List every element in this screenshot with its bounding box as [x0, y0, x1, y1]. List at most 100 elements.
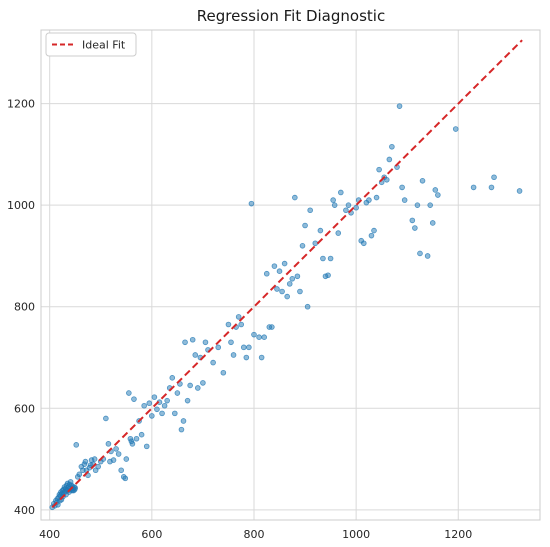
- scatter-point: [161, 402, 168, 409]
- ideal-fit-line: [51, 39, 523, 509]
- scatter-point: [331, 202, 338, 208]
- scatter-point: [261, 334, 267, 341]
- scatter-point: [386, 156, 393, 163]
- scatter-point: [368, 232, 375, 239]
- y-tick-label: 800: [14, 301, 35, 314]
- y-tick-label: 400: [14, 504, 35, 517]
- scatter-point: [281, 260, 288, 267]
- scatter-point: [366, 197, 372, 203]
- scatter-point: [129, 441, 136, 447]
- scatter-point: [274, 286, 280, 292]
- scatter-point: [263, 270, 270, 277]
- scatter-point: [76, 471, 83, 478]
- scatter-point: [73, 442, 80, 448]
- y-tick-label: 600: [14, 402, 35, 415]
- scatter-point: [269, 324, 275, 330]
- scatter-point: [146, 400, 153, 407]
- scatter-point: [172, 410, 178, 417]
- scatter-point: [220, 369, 227, 376]
- scatter-point: [409, 217, 416, 224]
- chart-title: Regression Fit Diagnostic: [197, 7, 385, 25]
- scatter-point: [228, 339, 234, 346]
- scatter-point: [238, 321, 245, 328]
- scatter-point: [417, 250, 423, 257]
- scatter-point: [110, 457, 117, 463]
- scatter-point: [113, 446, 119, 452]
- scatter-point: [103, 415, 109, 422]
- scatter-point: [279, 288, 285, 295]
- scatter-point: [304, 303, 311, 310]
- scatter-point: [376, 166, 382, 173]
- scatter-point: [192, 352, 199, 358]
- scatter-point: [401, 197, 408, 203]
- scatter-point: [174, 390, 181, 396]
- scatter-point: [320, 255, 326, 262]
- x-tick-label: 800: [243, 528, 264, 541]
- scatter-point: [131, 396, 137, 402]
- legend-box: [45, 32, 137, 57]
- scatter-point: [429, 220, 436, 226]
- scatter-point: [276, 268, 283, 274]
- scatter-point: [184, 397, 191, 404]
- scatter-point: [122, 475, 129, 482]
- scatter-point: [307, 207, 313, 214]
- scatter-point: [235, 314, 242, 320]
- scatter-point: [180, 418, 187, 424]
- scatter-point: [210, 359, 216, 366]
- scatter-point: [488, 184, 495, 191]
- scatter-point: [286, 281, 293, 287]
- scatter-point: [299, 243, 306, 249]
- x-tick-label: 1000: [342, 528, 370, 541]
- scatter-point: [194, 385, 201, 391]
- scatter-point: [200, 380, 206, 386]
- scatter-point: [123, 456, 130, 462]
- scatter-point: [435, 192, 441, 198]
- scatter-point: [297, 288, 303, 295]
- scatter-point: [271, 263, 278, 269]
- scatter-point: [82, 458, 89, 465]
- scatter-point: [215, 344, 222, 351]
- scatter-point: [338, 189, 344, 196]
- x-tick-labels: 400 600 800 1000 1200: [39, 528, 472, 541]
- scatter-point: [133, 435, 140, 442]
- legend-label-ideal-fit: Ideal Fit: [82, 39, 126, 52]
- scatter-point: [159, 410, 165, 417]
- scatter-point: [424, 253, 431, 259]
- scatter-point: [383, 176, 390, 183]
- scatter-point: [491, 174, 497, 181]
- y-tick-label: 1200: [7, 98, 35, 111]
- scatter-point: [248, 200, 255, 207]
- scatter-point: [256, 334, 262, 341]
- x-tick-label: 600: [141, 528, 162, 541]
- scatter-point: [151, 394, 158, 400]
- x-tick-label: 400: [39, 528, 60, 541]
- scatter-points: [49, 103, 523, 511]
- scatter-point: [149, 413, 155, 419]
- scatter-point: [251, 331, 257, 338]
- scatter-point: [396, 103, 403, 109]
- y-tick-label: 1000: [7, 199, 35, 212]
- scatter-point: [230, 352, 237, 358]
- scatter-point: [294, 273, 301, 280]
- scatter-point: [258, 354, 265, 361]
- y-tick-labels: 400 600 800 1000 1200: [7, 98, 35, 517]
- scatter-point: [432, 187, 439, 193]
- scatter-point: [72, 485, 79, 491]
- scatter-point: [330, 197, 336, 203]
- scatter-point: [452, 126, 459, 132]
- scatter-point: [289, 276, 296, 282]
- scatter-point: [292, 194, 298, 201]
- scatter-point: [240, 344, 247, 351]
- scatter-point: [345, 202, 352, 208]
- scatter-point: [143, 443, 150, 450]
- scatter-point: [284, 293, 290, 300]
- scatter-point: [115, 451, 122, 457]
- scatter-point: [246, 344, 252, 351]
- scatter-point: [126, 390, 132, 396]
- x-tick-label: 1200: [444, 528, 472, 541]
- scatter-point: [169, 375, 176, 381]
- scatter-point: [141, 402, 147, 409]
- scatter-point: [187, 382, 193, 389]
- scatter-point: [138, 431, 145, 438]
